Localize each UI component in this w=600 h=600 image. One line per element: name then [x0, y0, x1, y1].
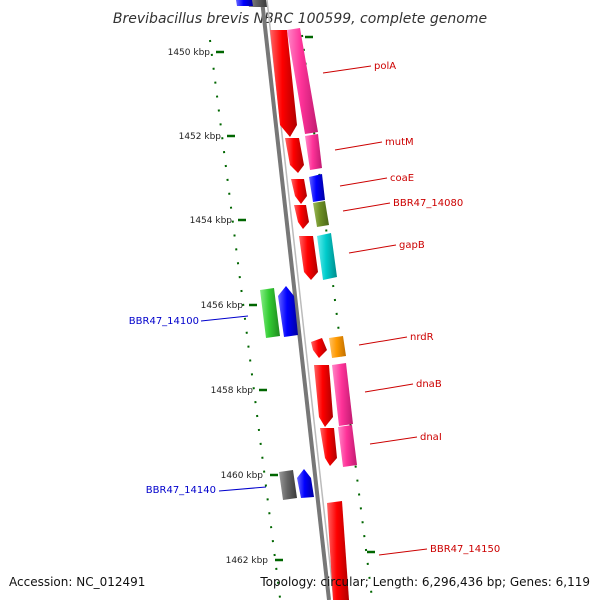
gene-nrdR-cog[interactable]	[329, 336, 346, 358]
gene-coaE-arrow[interactable]	[291, 179, 307, 204]
gene-BBR47_14140-cog[interactable]	[279, 470, 297, 500]
inner-guide	[209, 39, 281, 599]
accession-text: Accession: NC_012491	[9, 575, 146, 589]
reverse-strand-genes	[260, 286, 314, 500]
gene-BBR47_14080-cog[interactable]	[313, 201, 329, 227]
tick-label: 1450 kbp	[168, 48, 211, 58]
partial-top-genes	[236, 0, 267, 7]
cog-colored-genes	[287, 28, 357, 467]
gene-BBR47_14100-arrow[interactable]	[278, 286, 298, 337]
gene-dnaI-cog[interactable]	[338, 425, 357, 467]
gene-labels: polA mutM coaE BBR47_14080 gapB BBR47_14…	[129, 61, 500, 555]
gene-polA-arrow[interactable]	[270, 30, 297, 137]
scale-ticks: 1450 kbp 1452 kbp 1454 kbp 1456 kbp 1458…	[168, 35, 375, 566]
gene-mutM-cog[interactable]	[305, 134, 322, 170]
gene-nrdR-arrow[interactable]	[311, 338, 327, 358]
tick-label: 1456 kbp	[201, 301, 244, 311]
gene-label-nrdR[interactable]: nrdR	[410, 332, 434, 343]
map-title: Brevibacillus brevis NBRC 100599, comple…	[113, 11, 487, 27]
gene-label-mutM[interactable]: mutM	[385, 137, 414, 148]
gene-BBR47_14100-cog[interactable]	[260, 288, 280, 338]
gene-polA-cog[interactable]	[287, 28, 318, 134]
gene-gapB-cog[interactable]	[317, 233, 337, 280]
gene-gapB-arrow[interactable]	[299, 236, 318, 280]
gene-dnaI-arrow[interactable]	[320, 428, 337, 466]
gene-dnaB-cog[interactable]	[332, 363, 353, 426]
label-leaders	[200, 65, 428, 556]
gene-label-dnaI[interactable]: dnaI	[420, 432, 442, 443]
gene-BBR47_14150-arrow[interactable]	[327, 501, 349, 600]
forward-strand-genes	[270, 30, 349, 600]
gene-BBR47_14080-arrow[interactable]	[294, 205, 309, 229]
gene-BBR47_14140-arrow[interactable]	[297, 469, 314, 498]
gene-mutM-arrow[interactable]	[285, 138, 304, 173]
gene-label-BBR47_14080[interactable]: BBR47_14080	[393, 198, 463, 209]
tick-label: 1462 kbp	[226, 556, 269, 566]
tick-label: 1460 kbp	[221, 471, 264, 481]
gene-label-polA[interactable]: polA	[374, 61, 396, 72]
topology-text: Topology: circular; Length: 6,296,436 bp…	[260, 575, 590, 589]
gene-coaE-cog[interactable]	[309, 174, 325, 202]
gene-dnaB-arrow[interactable]	[314, 365, 333, 427]
gene-label-BBR47_14140[interactable]: BBR47_14140	[146, 485, 216, 496]
gene-label-BBR47_14150[interactable]: BBR47_14150	[430, 544, 500, 555]
tick-label: 1454 kbp	[190, 216, 233, 226]
tick-label: 1458 kbp	[211, 386, 254, 396]
gene-label-dnaB[interactable]: dnaB	[416, 379, 442, 390]
gene-label-gapB[interactable]: gapB	[399, 240, 425, 251]
tick-label: 1452 kbp	[179, 132, 222, 142]
gene-label-coaE[interactable]: coaE	[390, 173, 414, 184]
gene-label-BBR47_14100[interactable]: BBR47_14100	[129, 316, 199, 327]
